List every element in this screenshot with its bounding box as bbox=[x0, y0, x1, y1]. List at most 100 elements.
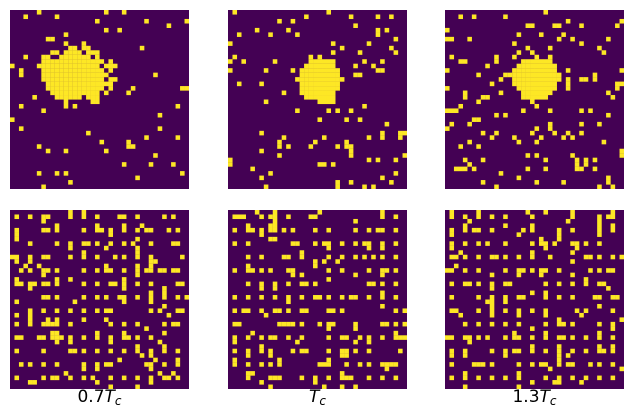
spin-up-cell bbox=[476, 254, 481, 260]
spin-up-cell bbox=[512, 41, 517, 46]
spin-up-cell bbox=[63, 81, 69, 87]
spin-up-cell bbox=[588, 268, 593, 273]
spin-up-cell bbox=[326, 81, 332, 87]
spin-up-cell bbox=[81, 63, 87, 69]
spin-up-cell bbox=[63, 72, 69, 78]
spin-up-cell bbox=[380, 272, 385, 278]
spin-up-cell bbox=[592, 295, 598, 300]
spin-up-cell bbox=[516, 139, 522, 145]
spin-up-cell bbox=[610, 214, 616, 220]
spin-up-cell bbox=[135, 375, 140, 381]
spin-up-cell bbox=[308, 144, 314, 149]
caption-0.7tc: 0.7Tc bbox=[77, 387, 122, 408]
spin-up-cell bbox=[339, 45, 345, 51]
spin-up-cell bbox=[286, 214, 291, 220]
spin-up-cell bbox=[516, 81, 522, 87]
spin-up-cell bbox=[139, 45, 145, 51]
spin-up-cell bbox=[313, 139, 318, 145]
spin-up-cell bbox=[95, 81, 100, 87]
spin-up-cell bbox=[480, 180, 486, 185]
spin-up-cell bbox=[538, 135, 544, 140]
spin-up-cell bbox=[353, 295, 358, 300]
spin-up-cell bbox=[348, 153, 354, 158]
spin-up-cell bbox=[121, 223, 127, 228]
spin-up-cell bbox=[81, 317, 87, 322]
spin-up-cell bbox=[277, 375, 282, 381]
spin-up-cell bbox=[326, 375, 332, 381]
spin-up-cell bbox=[63, 95, 69, 100]
spin-up-cell bbox=[330, 41, 336, 46]
spin-up-cell bbox=[72, 299, 78, 305]
spin-up-cell bbox=[344, 117, 349, 122]
spin-up-cell bbox=[103, 72, 109, 78]
spin-up-cell bbox=[494, 112, 499, 118]
spin-up-cell bbox=[117, 357, 122, 363]
spin-up-cell bbox=[597, 330, 602, 336]
spin-up-cell bbox=[525, 166, 531, 172]
spin-up-cell bbox=[72, 103, 78, 109]
spin-up-cell bbox=[130, 241, 136, 246]
spin-up-cell bbox=[402, 130, 407, 136]
spin-up-cell bbox=[565, 362, 571, 367]
spin-up-cell bbox=[619, 153, 624, 158]
spin-up-cell bbox=[148, 366, 154, 372]
spin-up-cell bbox=[81, 214, 87, 220]
spin-up-cell bbox=[494, 130, 499, 136]
spin-up-cell bbox=[54, 330, 60, 336]
spin-up-cell bbox=[597, 254, 602, 260]
spin-up-cell bbox=[583, 254, 589, 260]
spin-up-cell bbox=[570, 281, 575, 287]
spin-up-cell bbox=[353, 227, 358, 233]
spin-up-cell bbox=[162, 348, 167, 354]
spin-up-cell bbox=[148, 268, 154, 273]
spin-up-cell bbox=[530, 77, 535, 82]
spin-up-cell bbox=[597, 321, 602, 327]
spin-up-cell bbox=[103, 63, 109, 69]
spin-up-cell bbox=[95, 90, 100, 96]
spin-up-cell bbox=[402, 308, 407, 314]
spin-up-cell bbox=[166, 312, 172, 318]
spin-up-cell bbox=[449, 268, 455, 273]
spin-up-cell bbox=[250, 268, 255, 273]
spin-up-cell bbox=[54, 50, 60, 55]
spin-up-cell bbox=[50, 72, 55, 78]
spin-up-cell bbox=[380, 375, 385, 381]
spin-up-cell bbox=[108, 375, 114, 381]
spin-up-cell bbox=[245, 308, 251, 314]
spin-up-cell bbox=[402, 321, 407, 327]
spin-up-cell bbox=[308, 81, 314, 87]
spin-up-cell bbox=[77, 86, 82, 91]
spin-up-cell bbox=[462, 384, 468, 389]
spin-up-cell bbox=[538, 81, 544, 87]
spin-up-cell bbox=[259, 281, 264, 287]
spin-up-cell bbox=[552, 241, 557, 246]
spin-up-cell bbox=[259, 148, 264, 154]
spin-up-cell bbox=[489, 303, 495, 309]
spin-up-cell bbox=[14, 227, 20, 233]
spin-up-cell bbox=[467, 335, 472, 340]
spin-up-cell bbox=[268, 214, 273, 220]
spin-up-cell bbox=[393, 36, 399, 42]
spin-up-cell bbox=[321, 362, 327, 367]
spin-up-cell bbox=[449, 121, 455, 127]
spin-up-cell bbox=[330, 68, 336, 73]
spin-up-cell bbox=[570, 335, 575, 340]
spin-up-cell bbox=[507, 281, 513, 287]
spin-up-cell bbox=[565, 77, 571, 82]
spin-up-cell bbox=[54, 14, 60, 20]
spin-up-cell bbox=[543, 308, 549, 314]
spin-up-cell bbox=[389, 180, 394, 185]
spin-up-cell bbox=[317, 162, 323, 167]
spin-up-cell bbox=[489, 299, 495, 305]
spin-up-cell bbox=[565, 130, 571, 136]
spin-up-cell bbox=[565, 218, 571, 224]
spin-up-cell bbox=[583, 308, 589, 314]
spin-up-cell bbox=[503, 308, 508, 314]
spin-up-cell bbox=[175, 268, 181, 273]
spin-up-cell bbox=[543, 312, 549, 318]
spin-up-cell bbox=[512, 72, 517, 78]
spin-up-cell bbox=[14, 348, 20, 354]
spin-up-cell bbox=[512, 54, 517, 60]
spin-up-cell bbox=[180, 281, 185, 287]
spin-up-cell bbox=[95, 380, 100, 385]
